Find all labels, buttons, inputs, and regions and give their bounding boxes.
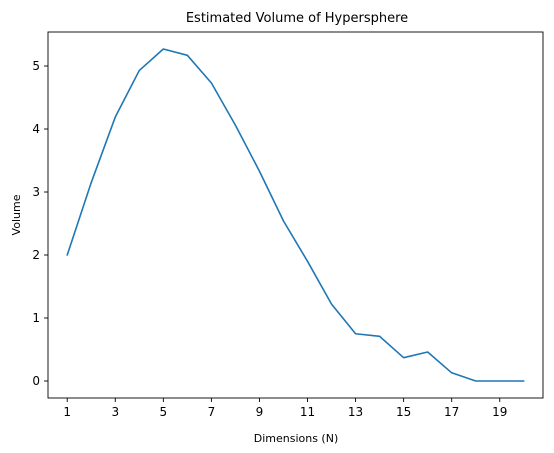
y-axis-label: Volume xyxy=(10,194,23,235)
x-tick-label: 3 xyxy=(111,405,119,419)
plot-area xyxy=(66,48,525,382)
x-tick-label: 9 xyxy=(256,405,264,419)
y-tick-label: 2 xyxy=(32,248,40,262)
x-tick-label: 7 xyxy=(208,405,216,419)
y-tick-label: 5 xyxy=(32,59,40,73)
y-tick-label: 1 xyxy=(32,311,40,325)
x-tick-label: 15 xyxy=(396,405,411,419)
axes-frame xyxy=(47,31,544,399)
chart-title: Estimated Volume of Hypersphere xyxy=(186,11,408,26)
x-axis: 1 3 5 7 9 11 13 15 17 19 xyxy=(63,398,507,419)
y-axis: 0 1 2 3 4 5 xyxy=(32,59,48,388)
x-axis-label: Dimensions (N) xyxy=(254,432,339,445)
x-tick-label: 5 xyxy=(160,405,168,419)
y-tick-label: 0 xyxy=(32,374,40,388)
x-tick-label: 19 xyxy=(492,405,507,419)
x-tick-label: 1 xyxy=(63,405,71,419)
x-tick-label: 11 xyxy=(300,405,315,419)
y-tick-label: 4 xyxy=(32,122,40,136)
x-tick-label: 17 xyxy=(444,405,459,419)
series-line xyxy=(66,48,525,382)
x-tick-label: 13 xyxy=(348,405,363,419)
y-tick-label: 3 xyxy=(32,185,40,199)
